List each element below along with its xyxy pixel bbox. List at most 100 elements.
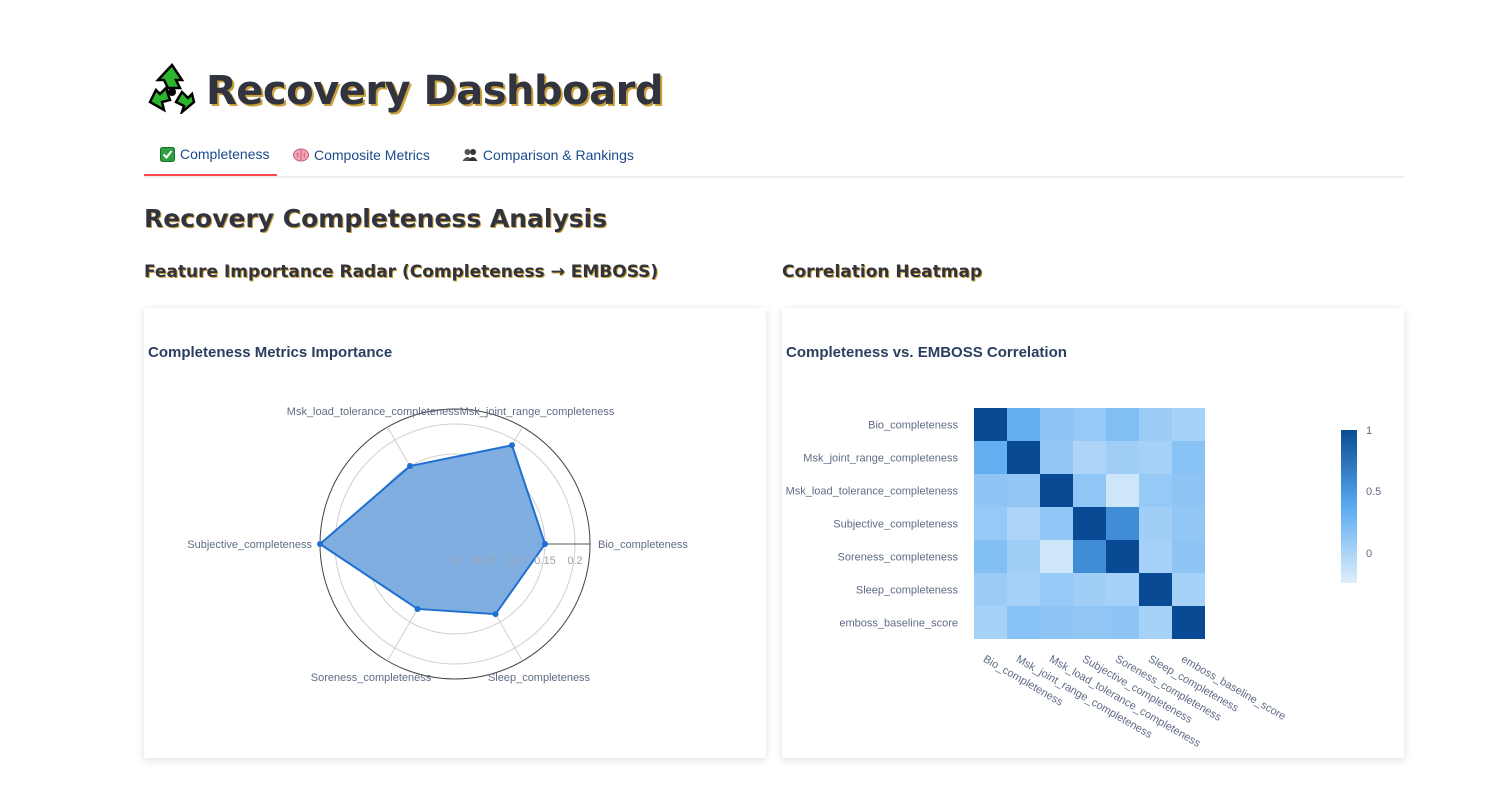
page-header: Recovery Dashboard	[146, 62, 664, 119]
radial-tick: 0.15	[534, 555, 555, 567]
tab-composite-metrics[interactable]: Composite Metrics	[277, 134, 446, 176]
heatmap-cell	[1139, 540, 1172, 573]
heatmap-cell	[1007, 507, 1040, 540]
heatmap-cell	[974, 507, 1007, 540]
row-label: Msk_load_tolerance_completeness	[786, 486, 959, 498]
radial-tick: 0	[452, 555, 458, 567]
heatmap-cell	[1007, 573, 1040, 606]
heatmap-cell	[1040, 507, 1073, 540]
heatmap-cell	[1040, 573, 1073, 606]
heatmap-cell	[1139, 474, 1172, 507]
heatmap-cell	[1139, 606, 1172, 639]
colorbar-tick: 1	[1366, 425, 1372, 437]
heatmap-cell	[974, 441, 1007, 474]
heatmap-cell	[1073, 441, 1106, 474]
axis-label-subjective: Subjective_completeness	[187, 539, 312, 551]
heatmap-cell	[1172, 474, 1205, 507]
heatmap-cell	[1106, 573, 1139, 606]
heatmap-cell	[1139, 507, 1172, 540]
heatmap-cell	[1007, 474, 1040, 507]
radar-point	[492, 611, 499, 618]
section-title: Recovery Completeness Analysis	[144, 204, 608, 233]
radar-point	[414, 605, 421, 612]
heatmap-card: Completeness vs. EMBOSS Correlation Bio_…	[782, 308, 1404, 758]
row-label: emboss_baseline_score	[839, 618, 958, 630]
heatmap-cell	[1172, 540, 1205, 573]
heatmap-cell	[1040, 441, 1073, 474]
tab-completeness[interactable]: Completeness	[144, 134, 277, 176]
axis-label-sleep: Sleep_completeness	[488, 672, 591, 684]
heatmap-chart: Bio_completeness Msk_joint_range_complet…	[786, 408, 1381, 750]
heatmap-cell	[1040, 474, 1073, 507]
check-icon	[160, 146, 175, 162]
heatmap-title: Completeness vs. EMBOSS Correlation	[786, 344, 1067, 361]
heatmap-cell	[1007, 408, 1040, 441]
heatmap-cell	[1073, 606, 1106, 639]
heatmap-cell	[974, 540, 1007, 573]
tab-bar: Completeness Composite Metrics Compariso…	[144, 134, 1404, 178]
heatmap-cell	[974, 408, 1007, 441]
brain-icon	[293, 148, 309, 162]
radar-card: Completeness Metrics Importance 0 0.05 0…	[144, 308, 766, 758]
people-icon	[462, 148, 478, 162]
heatmap-cell	[1172, 573, 1205, 606]
heatmap-cell	[1073, 474, 1106, 507]
page-title: Recovery Dashboard	[206, 67, 664, 114]
heatmap-cell	[1139, 573, 1172, 606]
axis-label-msk-joint: Msk_joint_range_completeness	[460, 406, 615, 418]
heatmap-cell	[974, 474, 1007, 507]
axis-label-msk-load: Msk_load_tolerance_completeness	[287, 406, 460, 418]
heatmap-cell	[1172, 507, 1205, 540]
colorbar	[1341, 430, 1357, 583]
heatmap-cell	[974, 606, 1007, 639]
radial-tick: 0.2	[567, 555, 582, 567]
heatmap-cell	[1040, 540, 1073, 573]
recycle-icon	[146, 62, 198, 119]
heatmap-cell	[1106, 507, 1139, 540]
heatmap-cell	[1139, 441, 1172, 474]
heatmap-cell	[1073, 540, 1106, 573]
heatmap-cell	[1007, 441, 1040, 474]
radar-point	[407, 463, 413, 470]
radar-chart: 0 0.05 0.1 0.15 0.2 Bio_completeness Msk…	[187, 406, 688, 684]
colorbar-tick: 0.5	[1366, 486, 1381, 498]
radar-title: Completeness Metrics Importance	[148, 344, 393, 361]
heatmap-cell	[1172, 408, 1205, 441]
row-label: Msk_joint_range_completeness	[803, 453, 958, 465]
tab-label: Completeness	[180, 146, 270, 162]
heatmap-cell	[1007, 606, 1040, 639]
heatmap-cell	[1106, 441, 1139, 474]
heatmap-cell	[1139, 408, 1172, 441]
colorbar-tick: 0	[1366, 548, 1372, 560]
heatmap-cell	[1106, 606, 1139, 639]
radar-point	[317, 541, 323, 547]
heatmap-cell	[1007, 540, 1040, 573]
heatmap-subtitle: Correlation Heatmap	[782, 262, 983, 282]
heatmap-cell	[1073, 573, 1106, 606]
heatmap-cell	[1106, 474, 1139, 507]
tab-comparison-rankings[interactable]: Comparison & Rankings	[446, 134, 650, 176]
radar-subtitle: Feature Importance Radar (Completeness →…	[144, 262, 659, 282]
heatmap-cell	[1073, 507, 1106, 540]
radial-tick: 0.05	[474, 555, 495, 567]
heatmap-cell	[1106, 408, 1139, 441]
axis-label-soreness: Soreness_completeness	[311, 672, 432, 684]
radar-area-shape	[318, 444, 547, 616]
row-label: Sleep_completeness	[856, 585, 959, 597]
radar-point	[509, 442, 515, 449]
radar-point	[542, 541, 548, 547]
heatmap-cell	[1073, 408, 1106, 441]
tab-label: Comparison & Rankings	[482, 147, 634, 163]
heatmap-cell	[1040, 408, 1073, 441]
row-label: Bio_completeness	[868, 420, 958, 432]
heatmap-cell	[1172, 606, 1205, 639]
heatmap-cell	[1040, 606, 1073, 639]
tab-label: Composite Metrics	[314, 147, 430, 163]
heatmap-cell	[1106, 540, 1139, 573]
row-label: Subjective_completeness	[833, 519, 958, 531]
heatmap-cell	[974, 573, 1007, 606]
axis-label-bio: Bio_completeness	[598, 539, 688, 551]
radial-tick: 0.1	[507, 555, 522, 567]
heatmap-cell	[1172, 441, 1205, 474]
row-label: Soreness_completeness	[838, 552, 959, 564]
